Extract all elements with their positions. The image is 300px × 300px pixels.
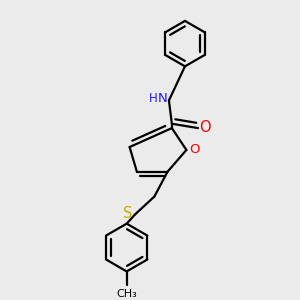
- Text: O: O: [189, 143, 200, 157]
- Text: S: S: [123, 206, 132, 221]
- Text: O: O: [199, 120, 211, 135]
- Text: CH₃: CH₃: [116, 289, 137, 299]
- Text: H: H: [148, 92, 157, 106]
- Text: N: N: [158, 92, 167, 106]
